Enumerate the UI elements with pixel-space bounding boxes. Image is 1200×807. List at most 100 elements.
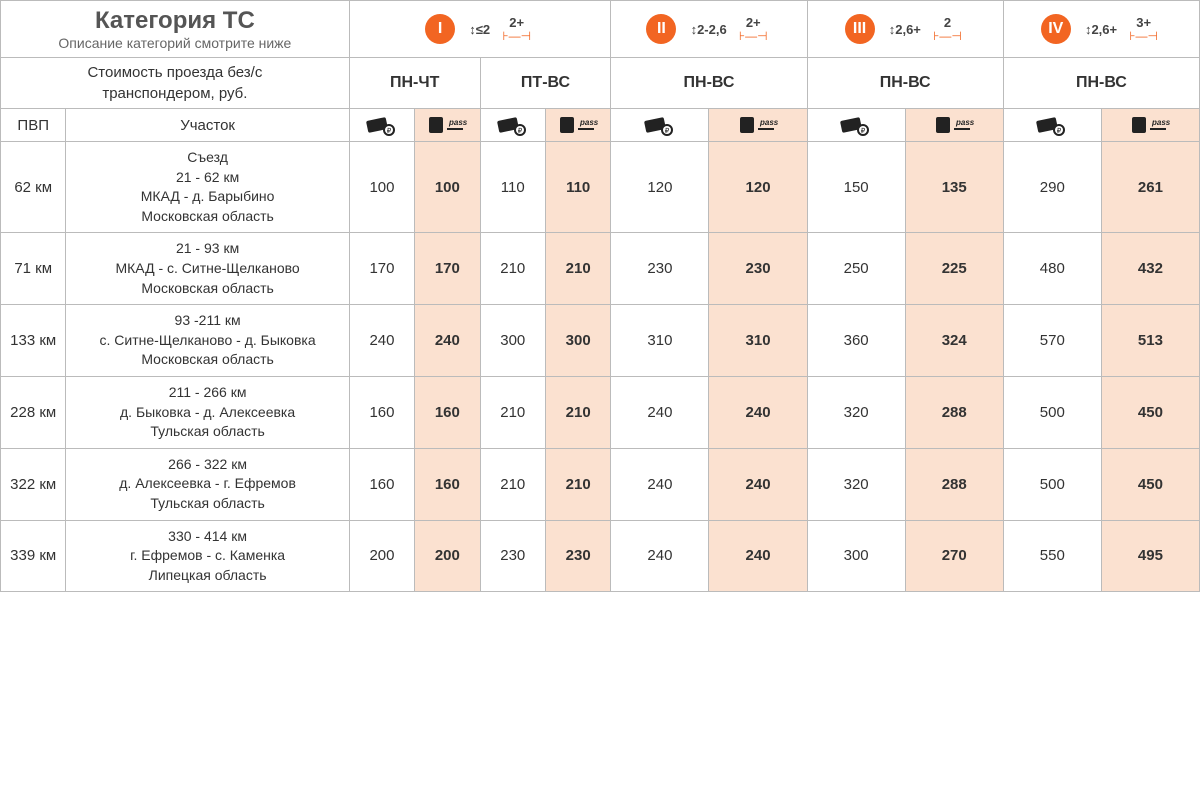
section-cell: 93 -211 кмс. Ситне-Щелканово - д. Быковк… (66, 305, 349, 377)
pvp-cell: 62 км (1, 142, 66, 233)
days-header: ПН-ВС (1003, 58, 1199, 109)
cash-icon: ₽ (611, 109, 709, 142)
price-cash-cell: 150 (807, 142, 905, 233)
section-cell: 21 - 93 кмМКАД - с. Ситне-ЩелкановоМоско… (66, 233, 349, 305)
height-spec-icon: ↕2-2,6 (691, 23, 727, 36)
price-cash-cell: 100 (349, 142, 414, 233)
axles-spec-icon: 2⊦—⊣ (933, 16, 962, 42)
price-pass-cell: 210 (545, 233, 610, 305)
cash-icon: ₽ (349, 109, 414, 142)
price-cash-cell: 230 (480, 520, 545, 592)
price-pass-cell: 450 (1101, 376, 1199, 448)
price-cash-cell: 500 (1003, 448, 1101, 520)
price-cash-cell: 210 (480, 376, 545, 448)
svg-text:pass: pass (759, 118, 778, 127)
price-cash-cell: 550 (1003, 520, 1101, 592)
price-pass-cell: 210 (545, 448, 610, 520)
svg-text:pass: pass (448, 118, 467, 127)
pvp-header: ПВП (1, 109, 66, 142)
svg-text:pass: pass (579, 118, 598, 127)
days-header: ПТ-ВС (480, 58, 611, 109)
height-spec-icon: ↕≤2 (469, 23, 490, 36)
price-cash-cell: 250 (807, 233, 905, 305)
transponder-icon: pass (415, 109, 480, 142)
price-pass-cell: 160 (415, 448, 480, 520)
category-3-header: III ↕2,6+ 2⊦—⊣ (807, 1, 1003, 58)
table-row: 322 км266 - 322 кмд. Алексеевка - г. Ефр… (1, 448, 1200, 520)
price-cash-cell: 360 (807, 305, 905, 377)
price-pass-cell: 261 (1101, 142, 1199, 233)
price-cash-cell: 310 (611, 305, 709, 377)
price-pass-cell: 100 (415, 142, 480, 233)
price-cash-cell: 240 (611, 376, 709, 448)
category-4-header: IV ↕2,6+ 3+⊦—⊣ (1003, 1, 1199, 58)
page-subtitle: Описание категорий смотрите ниже (11, 35, 339, 51)
price-pass-cell: 310 (709, 305, 807, 377)
price-pass-cell: 110 (545, 142, 610, 233)
cash-icon: ₽ (1003, 109, 1101, 142)
price-pass-cell: 230 (545, 520, 610, 592)
category-badge-icon: III (845, 14, 875, 44)
height-spec-icon: ↕2,6+ (1085, 23, 1117, 36)
days-header: ПН-ВС (807, 58, 1003, 109)
price-pass-cell: 495 (1101, 520, 1199, 592)
svg-text:₽: ₽ (518, 127, 523, 135)
category-badge-icon: I (425, 14, 455, 44)
transponder-icon: pass (905, 109, 1003, 142)
price-cash-cell: 200 (349, 520, 414, 592)
price-pass-cell: 230 (709, 233, 807, 305)
section-cell: 211 - 266 кмд. Быковка - д. АлексеевкаТу… (66, 376, 349, 448)
svg-text:₽: ₽ (1057, 127, 1062, 135)
category-2-header: II ↕2-2,6 2+⊦—⊣ (611, 1, 807, 58)
days-header: ПН-ЧТ (349, 58, 480, 109)
price-pass-cell: 135 (905, 142, 1003, 233)
svg-text:₽: ₽ (665, 127, 670, 135)
price-pass-cell: 240 (709, 448, 807, 520)
section-cell: Съезд21 - 62 кмМКАД - д. БарыбиноМосковс… (66, 142, 349, 233)
price-pass-cell: 513 (1101, 305, 1199, 377)
price-pass-cell: 240 (415, 305, 480, 377)
price-pass-cell: 240 (709, 520, 807, 592)
price-pass-cell: 240 (709, 376, 807, 448)
price-pass-cell: 225 (905, 233, 1003, 305)
page-title: Категория ТС (11, 7, 339, 35)
price-cash-cell: 170 (349, 233, 414, 305)
svg-text:₽: ₽ (861, 127, 866, 135)
price-cash-cell: 240 (611, 448, 709, 520)
table-row: 339 км330 - 414 кмг. Ефремов - с. Каменк… (1, 520, 1200, 592)
cash-icon: ₽ (480, 109, 545, 142)
price-pass-cell: 270 (905, 520, 1003, 592)
pvp-cell: 322 км (1, 448, 66, 520)
cash-icon: ₽ (807, 109, 905, 142)
svg-text:₽: ₽ (387, 127, 392, 135)
transponder-icon: pass (545, 109, 610, 142)
price-cash-cell: 120 (611, 142, 709, 233)
price-cash-cell: 210 (480, 448, 545, 520)
price-pass-cell: 200 (415, 520, 480, 592)
table-row: 71 км21 - 93 кмМКАД - с. Ситне-Щелканово… (1, 233, 1200, 305)
price-pass-cell: 450 (1101, 448, 1199, 520)
category-badge-icon: IV (1041, 14, 1071, 44)
section-cell: 266 - 322 кмд. Алексеевка - г. ЕфремовТу… (66, 448, 349, 520)
price-cash-cell: 240 (611, 520, 709, 592)
pvp-cell: 339 км (1, 520, 66, 592)
price-cash-cell: 320 (807, 448, 905, 520)
price-cash-cell: 110 (480, 142, 545, 233)
table-row: 228 км211 - 266 кмд. Быковка - д. Алексе… (1, 376, 1200, 448)
transponder-icon: pass (709, 109, 807, 142)
height-spec-icon: ↕2,6+ (889, 23, 921, 36)
pvp-cell: 133 км (1, 305, 66, 377)
pvp-cell: 228 км (1, 376, 66, 448)
tariff-table: Категория ТС Описание категорий смотрите… (0, 0, 1200, 592)
axles-spec-icon: 3+⊦—⊣ (1129, 16, 1158, 42)
table-row: 133 км93 -211 кмс. Ситне-Щелканово - д. … (1, 305, 1200, 377)
pvp-cell: 71 км (1, 233, 66, 305)
section-header: Участок (66, 109, 349, 142)
price-cash-cell: 210 (480, 233, 545, 305)
days-header: ПН-ВС (611, 58, 807, 109)
table-row: 62 кмСъезд21 - 62 кмМКАД - д. БарыбиноМо… (1, 142, 1200, 233)
price-cash-cell: 160 (349, 376, 414, 448)
price-pass-cell: 300 (545, 305, 610, 377)
category-1-header: I ↕≤2 2+⊦—⊣ (349, 1, 611, 58)
price-pass-cell: 288 (905, 448, 1003, 520)
